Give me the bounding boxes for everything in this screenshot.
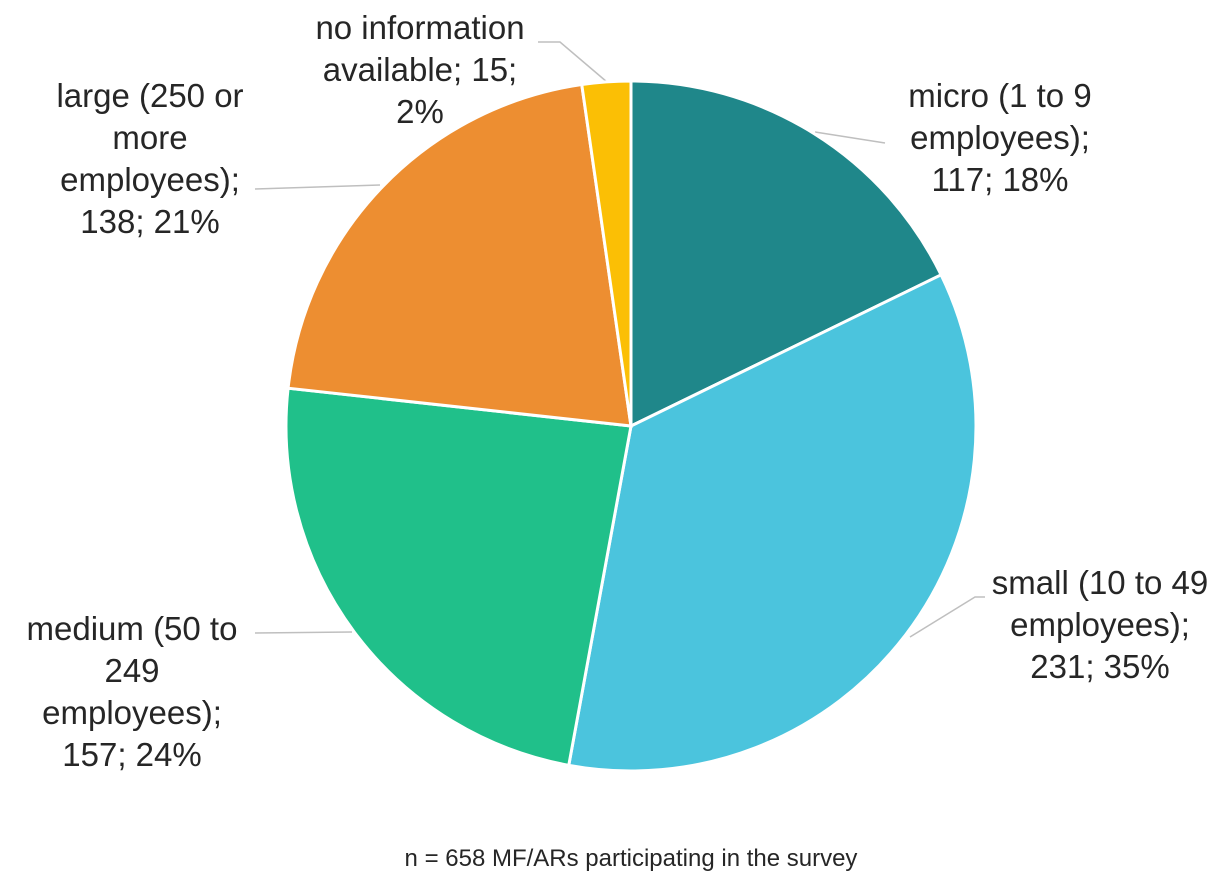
- leader-line: [254, 631, 353, 634]
- pie-slice: [629, 79, 944, 429]
- leader-lines: [254, 41, 985, 638]
- leader-line: [814, 131, 886, 144]
- data-label: large (250 or more employees); 138; 21%: [56, 77, 243, 240]
- pie-slice: [567, 272, 978, 773]
- pie: [284, 79, 978, 773]
- leader-line: [909, 596, 985, 638]
- leader-line: [538, 41, 608, 83]
- data-label: no information available; 15; 2%: [315, 9, 524, 130]
- footnote: n = 658 MF/ARs participating in the surv…: [405, 845, 858, 872]
- data-label: medium (50 to 249 employees); 157; 24%: [27, 610, 238, 773]
- data-label: micro (1 to 9 employees); 117; 18%: [908, 77, 1091, 198]
- data-label: small (10 to 49 employees); 231; 35%: [992, 564, 1208, 685]
- leader-line: [254, 184, 381, 190]
- pie-slice: [284, 386, 633, 768]
- pie-slice: [580, 79, 633, 427]
- pie-slice: [286, 82, 633, 428]
